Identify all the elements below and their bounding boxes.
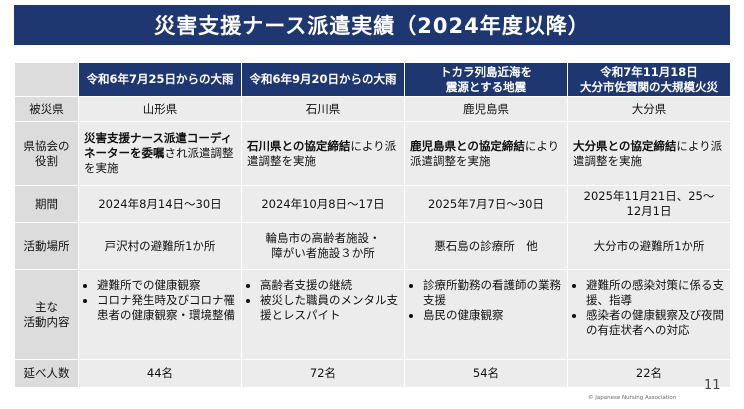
table-cell: 避難所の感染対策に係る支援、指導 感染者の健康観察及び夜間の有症状者への対応	[567, 269, 731, 360]
table-cell: 44名	[78, 359, 242, 388]
table-cell: 鹿児島県	[404, 96, 568, 122]
table-cell: 輪島市の高齢者施設・ 障がい者施設３か所	[241, 222, 405, 270]
row-header: 活動場所	[14, 222, 79, 270]
table-cell: 大分市の避難所1か所	[567, 222, 731, 270]
table-cell: 大分県との協定締結により派遣調整を実施	[567, 121, 731, 186]
table-cell: 2025年11月21日、25～ 12月1日	[567, 185, 731, 223]
column-header: トカラ列島近海を 震源とする地震	[404, 62, 568, 97]
table-row: 活動場所 戸沢村の避難所1か所 輪島市の高齢者施設・ 障がい者施設３か所 悪石島の…	[14, 222, 731, 270]
table-cell: 高齢者支援の継続 被災した職員のメンタル支援とレスパイト	[241, 269, 405, 360]
page-number: 11	[704, 378, 721, 393]
list-item: 避難所の感染対策に係る支援、指導	[586, 278, 725, 308]
table-cell: 避難所での健康観察 コロナ発生時及びコロナ罹患者の健康観察・環境整備	[78, 269, 242, 360]
table-cell: 2025年7月7日～30日	[404, 185, 568, 223]
list-item: 高齢者支援の継続	[260, 278, 399, 293]
table-cell: 2024年8月14日～30日	[78, 185, 242, 223]
copyright-notice: © Japanese Nursing Association	[588, 395, 677, 401]
table-row: 期間 2024年8月14日～30日 2024年10月8日～17日 2025年7月…	[14, 185, 731, 223]
table-cell: 22名	[567, 359, 731, 388]
table-cell: 54名	[404, 359, 568, 388]
page-title: 災害支援ナース派遣実績（2024年度以降）	[14, 5, 730, 45]
list-item: 避難所での健康観察	[97, 278, 236, 293]
row-header: 主な 活動内容	[14, 269, 79, 360]
table-cell: 災害支援ナース派遣コーディネーターを委嘱され派遣調整を実施	[78, 121, 242, 186]
table-cell: 石川県との協定締結により派遣調整を実施	[241, 121, 405, 186]
table-cell: 大分県	[567, 96, 731, 122]
table-cell: 石川県	[241, 96, 405, 122]
table-cell: 悪石島の診療所 他	[404, 222, 568, 270]
dispatch-table: 令和6年7月25日からの大雨 令和6年9月20日からの大雨 トカラ列島近海を 震源…	[14, 62, 731, 388]
row-header: 県協会の 役割	[14, 121, 79, 186]
list-item: コロナ発生時及びコロナ罹患者の健康観察・環境整備	[97, 293, 236, 323]
header-row: 令和6年7月25日からの大雨 令和6年9月20日からの大雨 トカラ列島近海を 震源…	[14, 62, 731, 97]
list-item: 感染者の健康観察及び夜間の有症状者への対応	[586, 308, 725, 338]
column-header: 令和6年7月25日からの大雨	[78, 62, 242, 97]
row-header: 期間	[14, 185, 79, 223]
list-item: 診療所勤務の看護師の業務支援	[423, 278, 562, 308]
table-row: 被災県 山形県 石川県 鹿児島県 大分県	[14, 96, 731, 122]
table-cell: 鹿児島県との協定締結により派遣調整を実施	[404, 121, 568, 186]
column-header: 令和7年11月18日 大分市佐賀関の大規模火災	[567, 62, 731, 97]
row-header: 延べ人数	[14, 359, 79, 388]
list-item: 島民の健康観察	[423, 308, 562, 323]
table-cell: 山形県	[78, 96, 242, 122]
list-item: 被災した職員のメンタル支援とレスパイト	[260, 293, 399, 323]
bullet-list: 診療所勤務の看護師の業務支援 島民の健康観察	[410, 278, 562, 323]
bullet-list: 避難所での健康観察 コロナ発生時及びコロナ罹患者の健康観察・環境整備	[84, 278, 236, 323]
bullet-list: 避難所の感染対策に係る支援、指導 感染者の健康観察及び夜間の有症状者への対応	[573, 278, 725, 338]
column-header: 令和6年9月20日からの大雨	[241, 62, 405, 97]
table-cell: 診療所勤務の看護師の業務支援 島民の健康観察	[404, 269, 568, 360]
bullet-list: 高齢者支援の継続 被災した職員のメンタル支援とレスパイト	[247, 278, 399, 323]
table-cell: 戸沢村の避難所1か所	[78, 222, 242, 270]
table-row: 県協会の 役割 災害支援ナース派遣コーディネーターを委嘱され派遣調整を実施 石川県…	[14, 121, 731, 186]
table-cell: 72名	[241, 359, 405, 388]
row-header: 被災県	[14, 96, 79, 122]
corner-cell	[14, 62, 79, 97]
table-row: 延べ人数 44名 72名 54名 22名	[14, 359, 731, 388]
table-cell: 2024年10月8日～17日	[241, 185, 405, 223]
